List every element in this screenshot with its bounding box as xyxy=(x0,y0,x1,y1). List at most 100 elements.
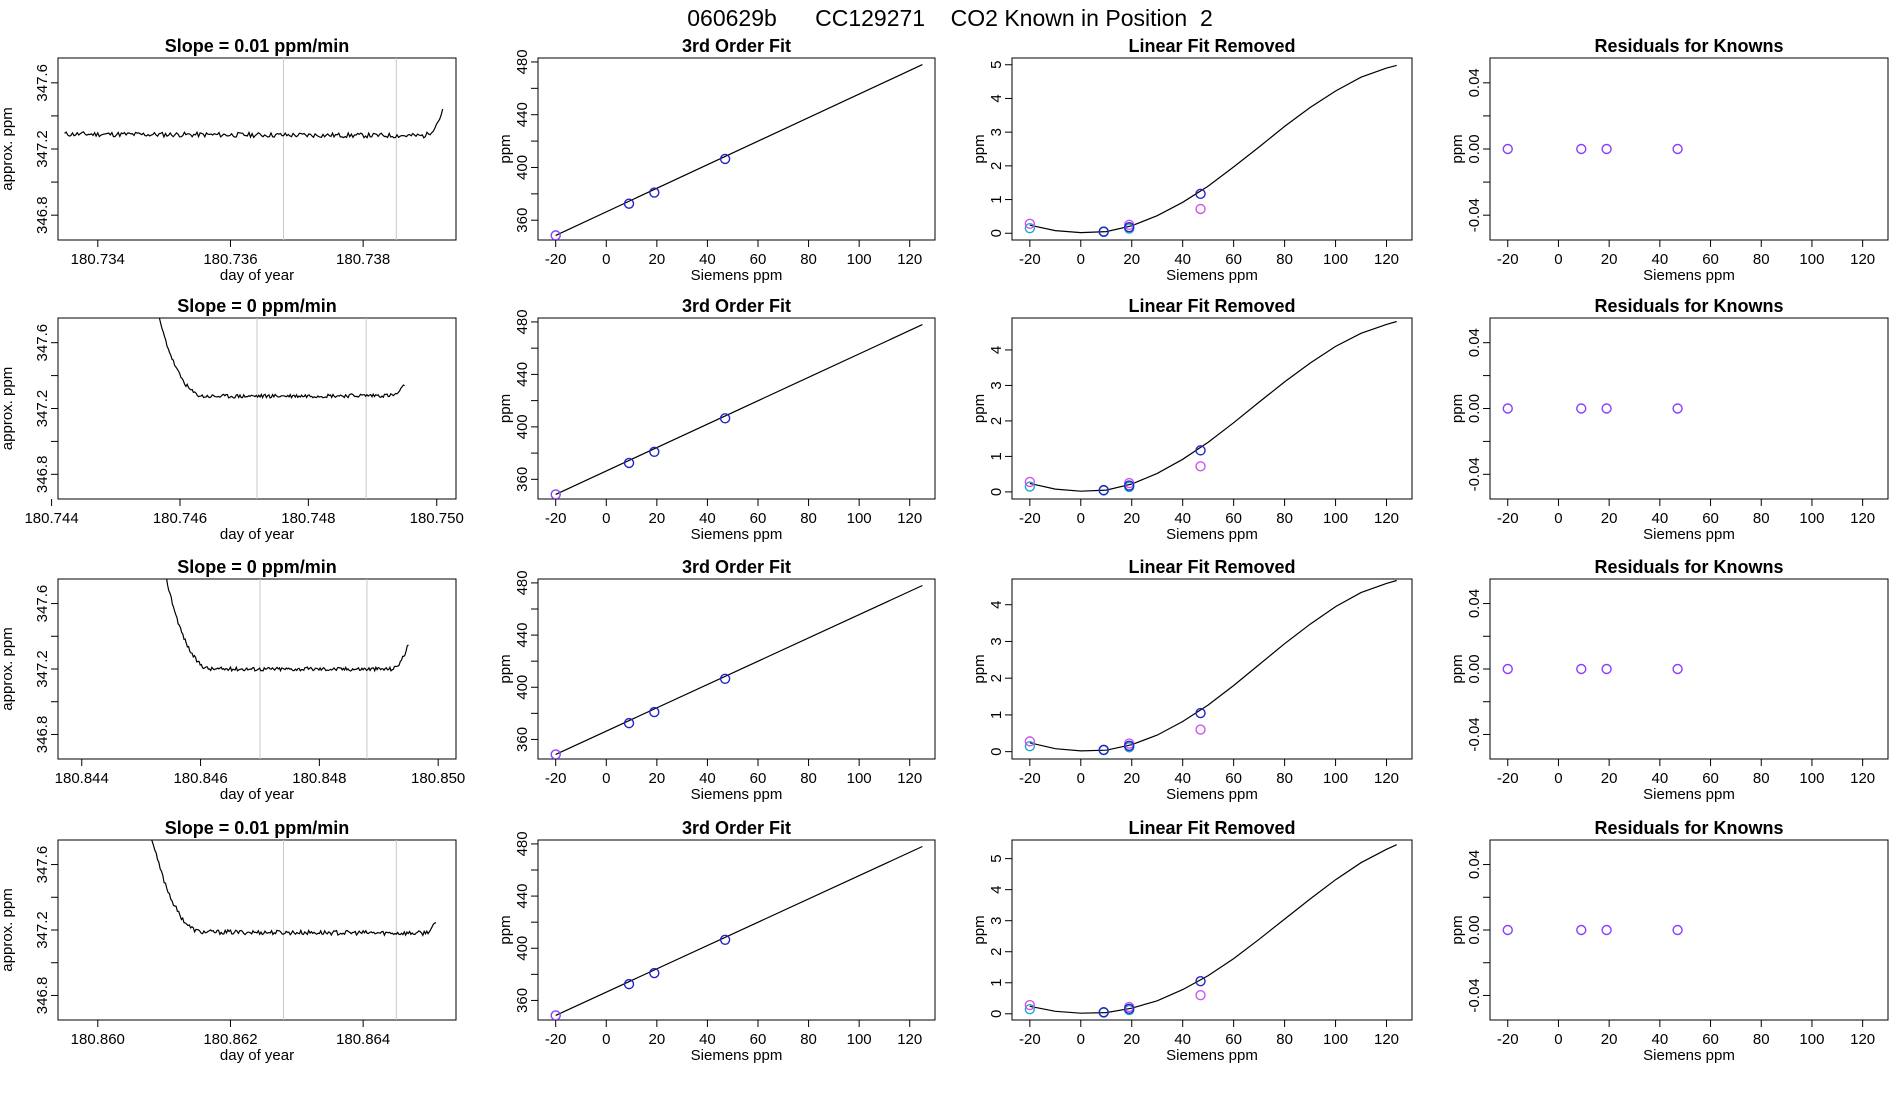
panel-title: Residuals for Knowns xyxy=(1594,557,1783,577)
y-tick-label: 480 xyxy=(514,309,531,334)
y-tick-label: 400 xyxy=(514,675,531,700)
y-tick-label: 0 xyxy=(988,747,1005,755)
y-tick-label: 1 xyxy=(988,195,1005,203)
y-tick-label: 1 xyxy=(988,452,1005,460)
x-tick-label: 20 xyxy=(1123,251,1140,268)
data-point xyxy=(550,1010,561,1020)
plot-frame xyxy=(57,578,457,760)
fit-curve xyxy=(1029,320,1397,492)
y-tick-label: 440 xyxy=(514,102,531,127)
x-tick-label: -20 xyxy=(1497,770,1519,787)
x-tick-label: 100 xyxy=(847,510,872,527)
y-tick-label: 0.04 xyxy=(1466,328,1483,357)
x-tick-label: 120 xyxy=(897,1031,922,1048)
x-tick-label: 0 xyxy=(1554,251,1562,268)
y-tick-label: 400 xyxy=(514,936,531,961)
chart-panel-r4-c4: Residuals for Knowns -20 0 20 40 60 80 100 120 Si… xyxy=(1449,818,1889,1064)
x-tick-label: 100 xyxy=(1323,510,1348,527)
data-point xyxy=(1601,143,1612,155)
panel-title: Linear Fit Removed xyxy=(1128,296,1295,316)
data-point xyxy=(649,446,660,457)
x-tick-label: 100 xyxy=(1323,770,1348,787)
x-axis-label: Siemens ppm xyxy=(691,267,783,284)
x-tick-label: 100 xyxy=(847,1031,872,1048)
data-point xyxy=(1024,736,1036,747)
x-tick-label: 60 xyxy=(750,251,767,268)
data-point xyxy=(1024,223,1036,234)
x-axis-label: day of year xyxy=(220,267,294,284)
data-point xyxy=(623,198,635,209)
data-point xyxy=(1576,663,1587,675)
x-tick-label: 40 xyxy=(699,1031,716,1048)
y-tick-label: 3 xyxy=(988,128,1005,136)
y-tick-label: -0.04 xyxy=(1466,717,1483,751)
x-tick-label: 180.844 xyxy=(55,770,109,787)
data-point xyxy=(719,934,731,945)
x-tick-label: 20 xyxy=(1601,251,1618,268)
plot-frame xyxy=(1011,578,1413,760)
x-tick-label: 0 xyxy=(1077,770,1085,787)
data-point xyxy=(550,489,561,499)
x-tick-label: 180.750 xyxy=(410,510,464,527)
panel-title: Slope = 0 ppm/min xyxy=(177,296,337,316)
x-tick-label: 180.744 xyxy=(24,510,78,527)
data-point xyxy=(1601,403,1612,414)
data-layer xyxy=(550,584,923,759)
panel-title: Slope = 0.01 ppm/min xyxy=(165,818,350,838)
y-tick-label: 0 xyxy=(988,229,1005,237)
chart-panel-r2-c2: 3rd Order Fit -20 0 20 40 60 80 100 120 Siemens p… xyxy=(497,296,936,543)
data-point xyxy=(1502,924,1513,936)
y-axis-label: ppm xyxy=(1449,394,1466,423)
x-tick-label: -20 xyxy=(1497,510,1519,527)
y-tick-label: 346.8 xyxy=(34,977,51,1015)
x-tick-label: 20 xyxy=(1123,510,1140,527)
panel-title: 3rd Order Fit xyxy=(682,818,791,838)
x-tick-label: 20 xyxy=(1601,510,1618,527)
chart-panel-r4-c3: Linear Fit Removed-20 0 20 40 60 80 100 120Siem… xyxy=(971,818,1413,1064)
x-tick-label: 80 xyxy=(800,510,817,527)
trace-line xyxy=(166,579,409,673)
y-tick-label: 347.6 xyxy=(34,324,51,362)
y-tick-label: 347.2 xyxy=(34,390,51,428)
panel-title: Slope = 0 ppm/min xyxy=(177,557,337,577)
data-point xyxy=(719,413,731,424)
plot-frame xyxy=(537,578,936,760)
data-point xyxy=(623,457,635,469)
data-point xyxy=(719,673,731,684)
panel-title: Residuals for Knowns xyxy=(1594,818,1783,838)
data-point xyxy=(1024,218,1036,230)
x-tick-label: 80 xyxy=(800,1031,817,1048)
plot-frame xyxy=(1489,839,1889,1021)
x-axis-label: Siemens ppm xyxy=(1166,267,1258,284)
plot-frame xyxy=(537,57,936,241)
y-tick-label: 3 xyxy=(988,917,1005,925)
y-axis-label: ppm xyxy=(497,134,514,163)
x-tick-label: 180.738 xyxy=(336,251,390,268)
y-tick-label: 0 xyxy=(988,1010,1005,1018)
plot-frame xyxy=(1489,317,1889,500)
x-axis-label: Siemens ppm xyxy=(691,786,783,803)
x-axis-label: Siemens ppm xyxy=(691,526,783,543)
x-tick-label: 100 xyxy=(1799,510,1824,527)
y-tick-label: 440 xyxy=(514,623,531,648)
panel-title: 3rd Order Fit xyxy=(682,296,791,316)
y-tick-label: 2 xyxy=(988,948,1005,956)
panel-title: Linear Fit Removed xyxy=(1128,36,1295,56)
fit-curve xyxy=(555,845,923,1016)
data-point xyxy=(1098,1007,1109,1018)
y-tick-label: 5 xyxy=(988,854,1005,862)
fit-curve xyxy=(555,324,923,495)
plot-frame xyxy=(1489,578,1889,760)
data-point xyxy=(649,706,660,718)
x-tick-label: 180.746 xyxy=(153,510,207,527)
data-layer xyxy=(158,318,405,400)
y-tick-label: 347.6 xyxy=(34,585,51,623)
data-point xyxy=(1502,143,1513,155)
data-layer xyxy=(1502,143,1683,155)
chart-panel-r2-c4: Residuals for Knowns -20 0 20 40 60 80 100 120 Si… xyxy=(1449,296,1889,543)
data-point xyxy=(1576,403,1587,414)
x-tick-label: 20 xyxy=(1601,770,1618,787)
y-axis-label: ppm xyxy=(497,394,514,423)
x-axis-label: Siemens ppm xyxy=(1643,1047,1735,1064)
data-point xyxy=(1672,403,1683,414)
